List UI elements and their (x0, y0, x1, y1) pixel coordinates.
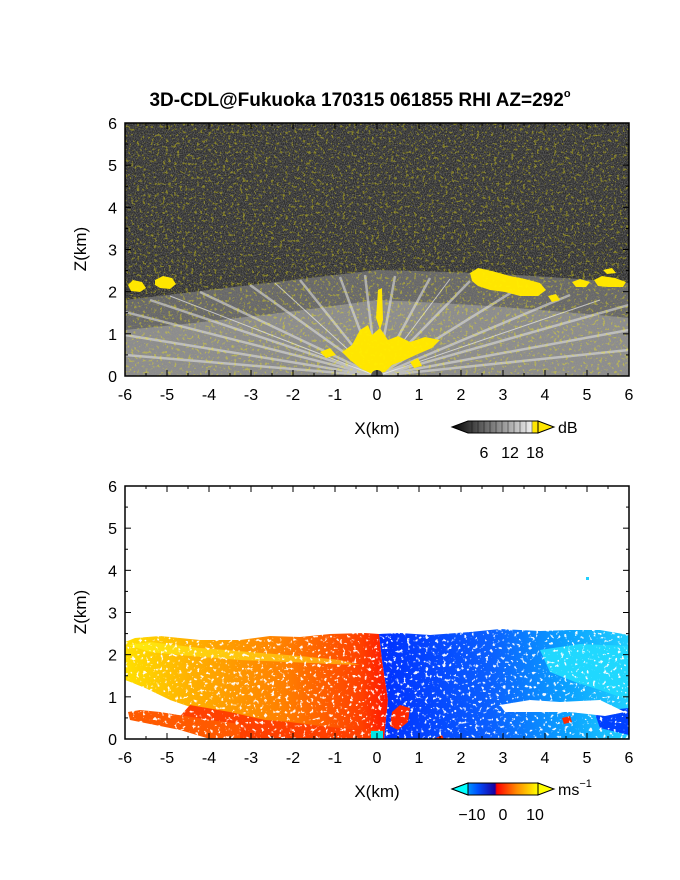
backscatter-x-tick-label: -4 (202, 387, 216, 404)
velocity-x-tick-label: 1 (415, 750, 424, 767)
backscatter-axes: -6 -5 -4 -3 -2 -1 0 1 2 3 4 5 6 0 1 2 3 4 5 6 (108, 116, 633, 404)
velocity-colorbar-tick: −10 (458, 807, 485, 824)
backscatter-ylabel: Z(km) (71, 227, 90, 271)
velocity-x-tick-label: 6 (625, 750, 634, 767)
velocity-x-tick-label: -5 (160, 750, 174, 767)
backscatter-colorbar-tick: 18 (526, 445, 544, 462)
velocity-x-tick-label: -1 (328, 750, 342, 767)
backscatter-y-tick-label: 4 (108, 200, 117, 217)
backscatter-x-tick-label: 1 (415, 387, 424, 404)
backscatter-y-tick-label: 3 (108, 243, 117, 260)
velocity-y-tick-label: 2 (108, 648, 117, 665)
backscatter-y-tick-label: 6 (108, 116, 117, 133)
velocity-x-tick-label: -2 (286, 750, 300, 767)
backscatter-x-tick-label: -3 (244, 387, 258, 404)
backscatter-x-tick-label: 6 (625, 387, 634, 404)
figure-title: 3D-CDL@Fukuoka 170315 061855 RHI AZ=292o (149, 88, 570, 111)
backscatter-y-tick-label: 2 (108, 285, 117, 302)
backscatter-colorbar: dB 6 12 18 (450, 420, 578, 462)
velocity-y-tick-label: 0 (108, 732, 117, 749)
velocity-colorbar-unit: ms (558, 782, 579, 799)
velocity-xlabel: X(km) (354, 782, 399, 801)
backscatter-colorbar-tick: 12 (501, 445, 519, 462)
backscatter-x-tick-label: 4 (541, 387, 550, 404)
backscatter-xlabel: X(km) (354, 419, 399, 438)
velocity-axes: -6 -5 -4 -3 -2 -1 0 1 2 3 4 5 6 0 1 2 3 4 5 6 (108, 479, 633, 767)
backscatter-x-tick-label: -1 (328, 387, 342, 404)
velocity-x-tick-label: -3 (244, 750, 258, 767)
velocity-ylabel: Z(km) (71, 590, 90, 634)
velocity-y-tick-label: 5 (108, 521, 117, 538)
velocity-colorbar-tick: 0 (499, 807, 508, 824)
backscatter-x-tick-label: -6 (118, 387, 132, 404)
backscatter-x-tick-label: 5 (583, 387, 592, 404)
backscatter-y-tick-label: 1 (108, 327, 117, 344)
backscatter-image (125, 123, 629, 376)
velocity-colorbar: ms−1 −10 0 10 (450, 778, 592, 824)
velocity-x-tick-label: -4 (202, 750, 216, 767)
velocity-x-tick-label: -6 (118, 750, 132, 767)
velocity-y-tick-label: 1 (108, 690, 117, 707)
title-degree: o (564, 88, 571, 100)
velocity-panel: -6 -5 -4 -3 -2 -1 0 1 2 3 4 5 6 0 1 2 3 4 5 6 X(km) Z(km) m… (71, 479, 634, 824)
velocity-x-tick-label: 3 (499, 750, 508, 767)
velocity-image (125, 486, 629, 739)
backscatter-colorbar-tick: 6 (480, 445, 489, 462)
backscatter-x-tick-label: 0 (373, 387, 382, 404)
velocity-y-tick-label: 3 (108, 606, 117, 623)
backscatter-x-tick-label: 2 (457, 387, 466, 404)
title-text: 3D-CDL@Fukuoka 170315 061855 RHI AZ=292 (149, 90, 563, 111)
velocity-colorbar-unit-exp: −1 (579, 778, 592, 790)
backscatter-y-tick-label: 5 (108, 158, 117, 175)
svg-text:ms−1: ms−1 (558, 778, 592, 799)
velocity-x-tick-label: 2 (457, 750, 466, 767)
velocity-y-tick-label: 4 (108, 563, 117, 580)
backscatter-x-tick-label: -2 (286, 387, 300, 404)
velocity-colorbar-tick: 10 (526, 807, 544, 824)
backscatter-y-tick-label: 0 (108, 369, 117, 386)
svg-text:3D-CDL@Fukuoka 170315 061855 R: 3D-CDL@Fukuoka 170315 061855 RHI AZ=292o (149, 88, 570, 111)
velocity-x-tick-label: 0 (373, 750, 382, 767)
velocity-x-tick-label: 5 (583, 750, 592, 767)
backscatter-x-tick-label: -5 (160, 387, 174, 404)
velocity-y-tick-label: 6 (108, 479, 117, 496)
backscatter-x-tick-label: 3 (499, 387, 508, 404)
velocity-x-tick-label: 4 (541, 750, 550, 767)
backscatter-colorbar-unit: dB (558, 420, 578, 437)
